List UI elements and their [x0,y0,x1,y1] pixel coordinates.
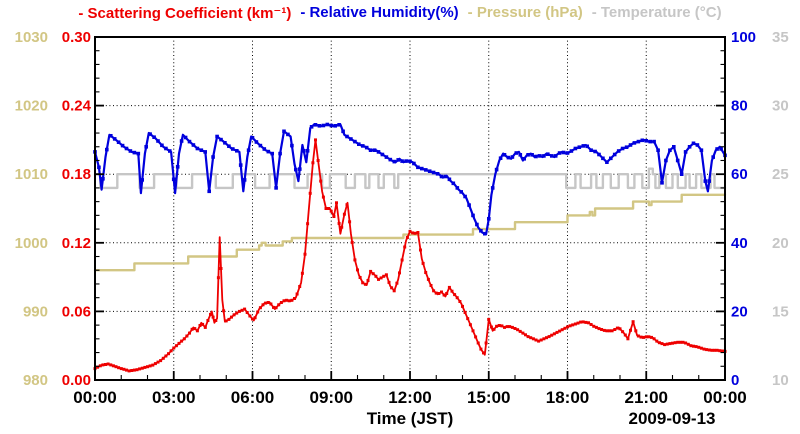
svg-text:15:00: 15:00 [467,388,510,407]
svg-text:980: 980 [23,372,48,389]
svg-text:0: 0 [731,372,739,389]
svg-text:1010: 1010 [15,166,48,183]
svg-text:1030: 1030 [15,29,48,46]
svg-text:00:00: 00:00 [703,388,746,407]
svg-text:12:00: 12:00 [388,388,431,407]
legend-item-scattering: - Scattering Coefficient (km⁻¹) [78,5,292,22]
svg-text:0.06: 0.06 [62,303,91,320]
svg-text:0.24: 0.24 [62,98,92,115]
svg-text:2009-09-13: 2009-09-13 [629,409,716,428]
svg-text:10: 10 [772,372,789,389]
svg-text:990: 990 [23,303,48,320]
legend-item-temperature: - Temperature (°C) [591,4,722,21]
legend-item-humidity: - Relative Humidity(%) [300,4,459,21]
svg-text:20: 20 [731,303,748,320]
svg-text:0.18: 0.18 [62,166,91,183]
svg-text:80: 80 [731,98,748,115]
svg-text:1000: 1000 [15,235,48,252]
svg-text:25: 25 [772,166,789,183]
svg-text:100: 100 [731,29,756,46]
svg-text:00:00: 00:00 [73,388,116,407]
svg-text:06:00: 06:00 [231,388,274,407]
svg-text:20: 20 [772,235,789,252]
svg-text:60: 60 [731,166,748,183]
chart-legend: - Scattering Coefficient (km⁻¹) - Relati… [0,4,800,22]
svg-text:0.00: 0.00 [62,372,91,389]
svg-text:35: 35 [772,29,789,46]
svg-text:18:00: 18:00 [546,388,589,407]
legend-item-pressure: - Pressure (hPa) [467,4,583,21]
svg-text:09:00: 09:00 [310,388,353,407]
svg-text:0.12: 0.12 [62,235,91,252]
svg-text:1020: 1020 [15,98,48,115]
svg-text:15: 15 [772,303,789,320]
svg-text:30: 30 [772,98,789,115]
svg-text:Time (JST): Time (JST) [367,409,454,428]
svg-text:21:00: 21:00 [625,388,668,407]
svg-text:0.30: 0.30 [62,29,91,46]
svg-text:03:00: 03:00 [152,388,195,407]
svg-text:40: 40 [731,235,748,252]
